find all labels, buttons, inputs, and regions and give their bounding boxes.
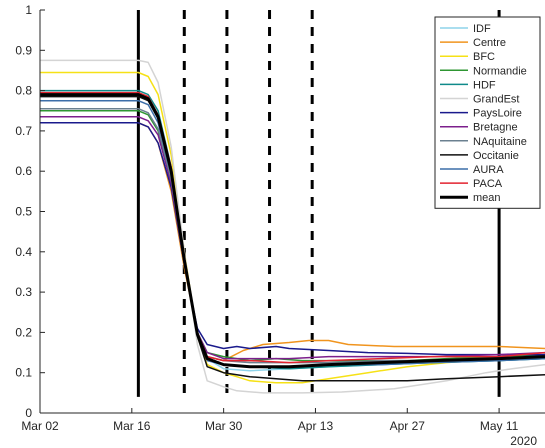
series-line-grandest bbox=[40, 59, 545, 394]
y-tick-label: 0.1 bbox=[15, 366, 32, 380]
y-tick-label: 1 bbox=[25, 3, 32, 17]
series-line-bretagne bbox=[40, 116, 545, 360]
y-tick-label: 0.2 bbox=[15, 325, 32, 339]
y-tick-label: 0.7 bbox=[15, 124, 32, 138]
legend-label-normandie: Normandie bbox=[473, 65, 527, 77]
y-tick-label: 0.8 bbox=[15, 84, 32, 98]
axes: 0 0.1 0.2 0.3 0.4 0.5 0.6 0.7 0.8 0.9 1 Mar 02 Mar 1… bbox=[15, 3, 545, 448]
plot-area bbox=[40, 10, 545, 397]
legend-label-hdf: HDF bbox=[473, 79, 496, 91]
series-line-bfc bbox=[40, 71, 545, 384]
y-tick-label: 0.3 bbox=[15, 285, 32, 299]
x-tick-label: Mar 30 bbox=[205, 419, 243, 433]
series-line-paysloire bbox=[40, 122, 545, 356]
legend-label-aura: AURA bbox=[473, 164, 504, 176]
legend-label-centre: Centre bbox=[473, 37, 506, 49]
y-tick-label: 0 bbox=[25, 406, 32, 420]
x-tick-label: Apr 13 bbox=[298, 419, 334, 433]
legend-label-mean: mean bbox=[473, 192, 501, 204]
legend-label-paca: PACA bbox=[473, 178, 503, 190]
y-tick-label: 0.9 bbox=[15, 43, 32, 57]
legend-label-grandest: GrandEst bbox=[473, 94, 519, 106]
legend-label-occitanie: Occitanie bbox=[473, 150, 519, 162]
x-tick-label: Apr 27 bbox=[390, 419, 426, 433]
x-tick-label: Mar 16 bbox=[113, 419, 151, 433]
legend-label-paysloire: PaysLoire bbox=[473, 108, 522, 120]
legend-label-bfc: BFC bbox=[473, 51, 495, 63]
legend-label-naquitaine: NAquitaine bbox=[473, 136, 527, 148]
series-line-mean bbox=[40, 93, 545, 369]
y-tick-label: 0.4 bbox=[15, 245, 32, 259]
x-tick-label: Mar 02 bbox=[21, 419, 59, 433]
y-tick-label: 0.6 bbox=[15, 164, 32, 178]
legend-label-idf: IDF bbox=[473, 23, 491, 35]
legend-label-bretagne: Bretagne bbox=[473, 122, 518, 134]
y-tick-label: 0.5 bbox=[15, 205, 32, 219]
x-secondary-label: 2020 bbox=[510, 434, 537, 448]
x-tick-label: May 11 bbox=[480, 419, 519, 433]
legend: IDF Centre BFC Normandie HDF GrandEst PaysLoir… bbox=[434, 16, 541, 209]
